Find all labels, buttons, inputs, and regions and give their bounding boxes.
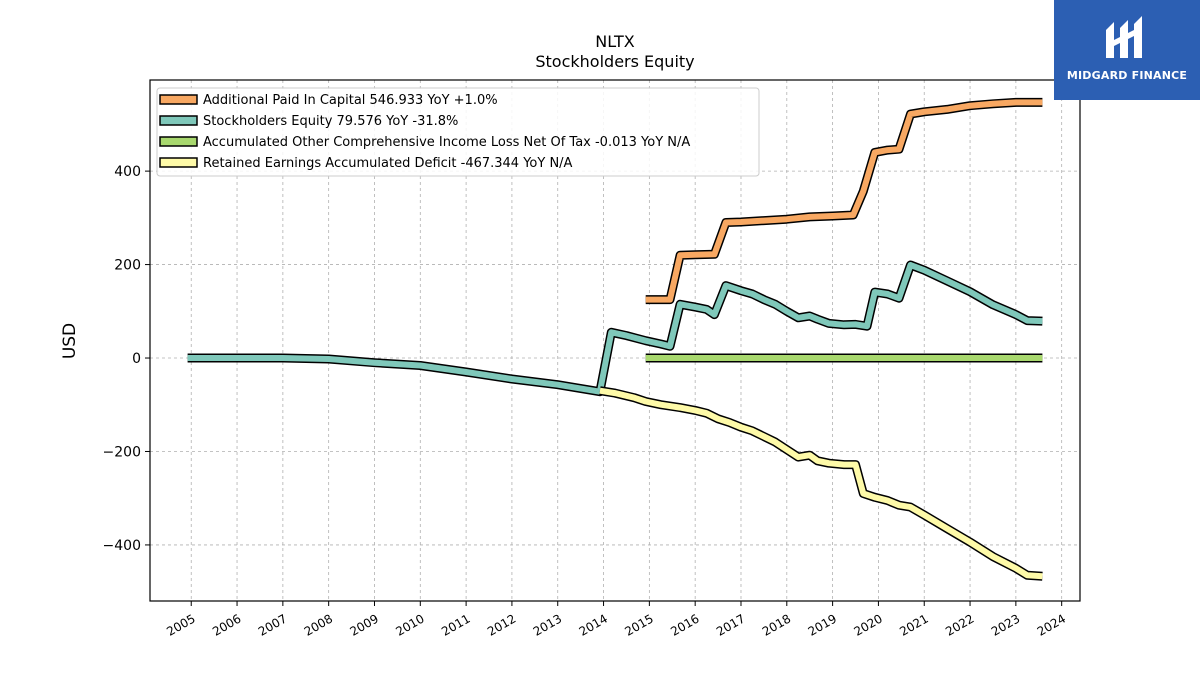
x-tick-label: 2007 bbox=[256, 611, 289, 638]
y-tick-label: 0 bbox=[132, 351, 141, 367]
y-tick-label: 200 bbox=[114, 258, 141, 274]
x-tick-label: 2009 bbox=[348, 611, 381, 638]
y-tick-label: 400 bbox=[114, 164, 141, 180]
x-tick-label: 2011 bbox=[439, 611, 472, 638]
x-tick-label: 2012 bbox=[485, 611, 518, 638]
series-line-3 bbox=[599, 387, 1043, 580]
logo-mark-icon bbox=[1106, 16, 1142, 58]
x-tick-label: 2019 bbox=[806, 611, 839, 638]
x-tick-label: 2022 bbox=[943, 611, 976, 638]
x-tick-label: 2018 bbox=[760, 611, 793, 638]
chart-title: NLTX bbox=[595, 32, 635, 51]
plot-frame bbox=[149, 79, 1081, 602]
series-line-1 bbox=[187, 262, 1043, 395]
y-tick-label: −400 bbox=[103, 538, 141, 554]
x-tick-label: 2016 bbox=[668, 611, 701, 638]
legend-swatch bbox=[159, 115, 198, 126]
x-tick-label: 2008 bbox=[302, 611, 335, 638]
x-tick-label: 2010 bbox=[393, 611, 426, 638]
x-tick-label: 2015 bbox=[622, 611, 655, 638]
y-tick-label: −200 bbox=[103, 444, 141, 460]
legend-swatch bbox=[159, 157, 198, 168]
x-tick-label: 2023 bbox=[989, 611, 1022, 638]
x-tick-label: 2017 bbox=[714, 611, 747, 638]
series-line-outline-1 bbox=[187, 260, 1043, 397]
x-tick-label: 2024 bbox=[1035, 611, 1068, 638]
x-tick-label: 2014 bbox=[577, 611, 610, 638]
legend-label: Accumulated Other Comprehensive Income L… bbox=[203, 135, 690, 150]
y-axis-label: USD bbox=[60, 323, 80, 359]
x-tick-label: 2020 bbox=[851, 611, 884, 638]
legend-box bbox=[156, 87, 760, 177]
x-tick-label: 2021 bbox=[897, 611, 930, 638]
legend-label: Stockholders Equity 79.576 YoY -31.8% bbox=[203, 114, 458, 129]
x-tick-label: 2006 bbox=[210, 611, 243, 638]
x-tick-label: 2013 bbox=[531, 611, 564, 638]
series-layer bbox=[187, 97, 1043, 581]
legend-label: Additional Paid In Capital 546.933 YoY +… bbox=[203, 93, 498, 108]
legend-swatch bbox=[159, 94, 198, 105]
series-line-0 bbox=[645, 99, 1043, 303]
legend-label: Retained Earnings Accumulated Deficit -4… bbox=[203, 156, 573, 171]
legend-swatch bbox=[159, 136, 198, 147]
chart-subtitle: Stockholders Equity bbox=[535, 52, 695, 71]
x-tick-label: 2005 bbox=[164, 611, 197, 638]
axis-ticks: 2005 2006 2007 2008 2009 2010 2011 2012 2013 2014… bbox=[103, 164, 1069, 639]
logo-text: MIDGARD FINANCE bbox=[1066, 69, 1188, 82]
brand-logo: MIDGARD FINANCE bbox=[1054, 0, 1200, 100]
legend: Additional Paid In Capital 546.933 YoY +… bbox=[156, 87, 760, 177]
